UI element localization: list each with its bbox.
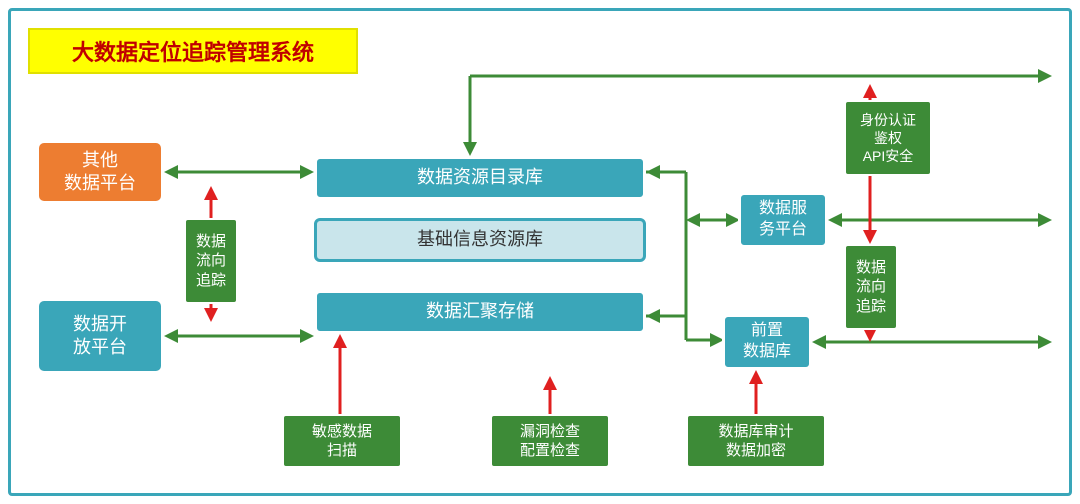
diagram-title: 大数据定位追踪管理系统	[28, 28, 358, 74]
node-catalog: 数据资源目录库	[314, 156, 646, 200]
node-open-platform: 数据开 放平台	[36, 298, 164, 374]
node-scan: 敏感数据 扫描	[282, 414, 402, 468]
node-auth: 身份认证 鉴权 API安全	[844, 100, 932, 176]
node-front-db: 前置 数据库	[722, 314, 812, 370]
node-vuln: 漏洞检查 配置检查	[490, 414, 610, 468]
node-other-platform: 其他 数据平台	[36, 140, 164, 204]
node-service-platform: 数据服 务平台	[738, 192, 828, 248]
node-audit: 数据库审计 数据加密	[686, 414, 826, 468]
node-aggregate: 数据汇聚存储	[314, 290, 646, 334]
node-flow-track-right: 数据 流向 追踪	[844, 244, 898, 330]
node-flow-track-left: 数据 流向 追踪	[184, 218, 238, 304]
node-base-info: 基础信息资源库	[314, 218, 646, 262]
diagram-canvas: 大数据定位追踪管理系统其他 数据平台数据开 放平台数据 流向 追踪数据资源目录库…	[0, 0, 1080, 504]
